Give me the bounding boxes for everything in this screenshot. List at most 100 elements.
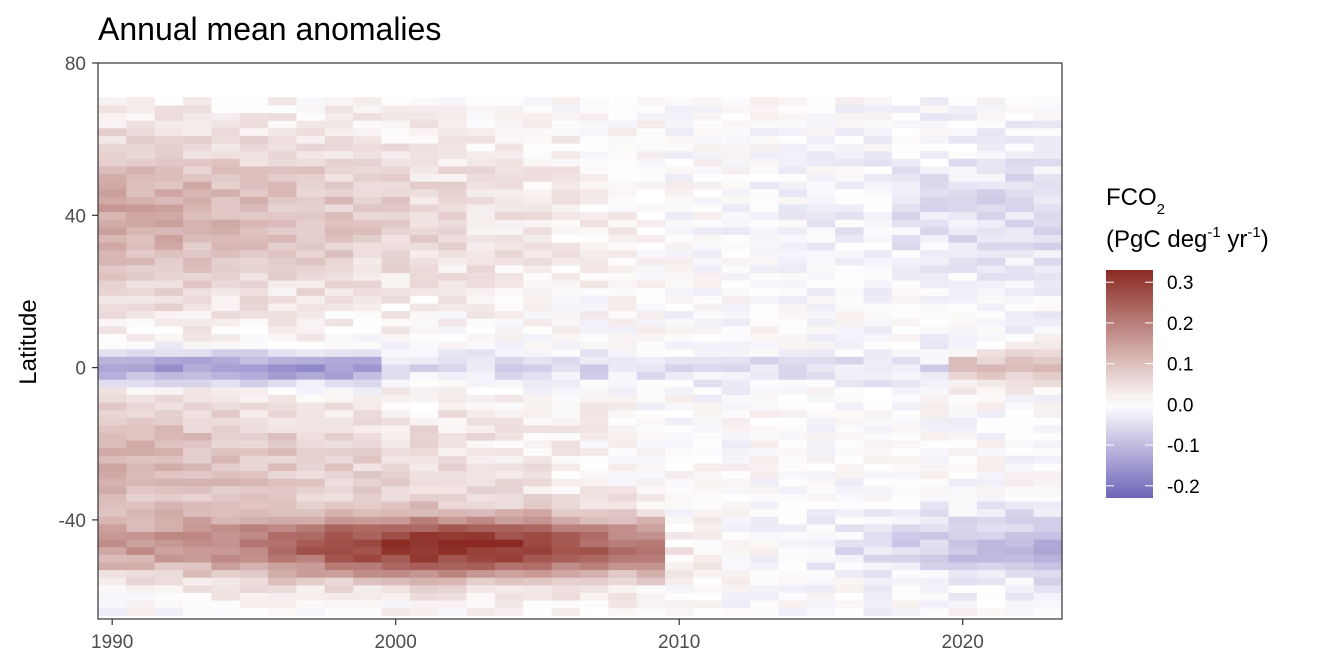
heatmap-cell (466, 569, 496, 578)
heatmap-cell (636, 249, 666, 258)
heatmap-cell (466, 104, 496, 114)
heatmap-cell (948, 394, 978, 403)
heatmap-cell (296, 142, 326, 152)
heatmap-cell (636, 523, 666, 533)
heatmap-cell (806, 592, 836, 601)
heatmap-cell (438, 302, 468, 312)
heatmap-cell (580, 546, 609, 555)
heatmap-cell (523, 287, 553, 296)
heatmap-cell (324, 363, 354, 373)
heatmap-cell (1033, 150, 1063, 159)
heatmap-cell (211, 226, 241, 235)
heatmap-cell (750, 104, 780, 114)
heatmap-cell (154, 424, 184, 433)
heatmap-cell (1033, 440, 1063, 449)
heatmap-cell (296, 577, 326, 586)
heatmap-cell (863, 112, 893, 121)
heatmap-cell (268, 181, 298, 190)
heatmap-cell (665, 508, 695, 517)
heatmap-cell (863, 249, 893, 258)
heatmap-cell (863, 584, 893, 593)
heatmap-cell (976, 341, 1006, 350)
heatmap-cell (891, 561, 921, 571)
heatmap-cell (98, 142, 127, 152)
heatmap-cell (324, 333, 354, 342)
heatmap-cell (98, 356, 127, 365)
plot-panel-border (97, 62, 1063, 620)
heatmap-cell (1005, 287, 1035, 296)
heatmap-cell (353, 333, 383, 342)
heatmap-cell (239, 211, 269, 220)
heatmap-cell (863, 500, 893, 510)
heatmap-cell (1005, 280, 1035, 289)
heatmap-cell (1033, 485, 1063, 494)
heatmap-cell (466, 287, 496, 296)
heatmap-cell (806, 341, 836, 350)
heatmap-cell (296, 188, 326, 197)
heatmap-cell (523, 310, 553, 319)
heatmap-cell (98, 523, 127, 533)
heatmap-cell (1033, 348, 1063, 357)
heatmap-cell (750, 188, 780, 197)
heatmap-cell (98, 554, 127, 563)
heatmap-cell (523, 394, 553, 403)
heatmap-cell (721, 561, 751, 571)
heatmap-cell (183, 386, 213, 395)
heatmap-cell (353, 287, 383, 296)
heatmap-cell (353, 569, 383, 578)
heatmap-cell (948, 493, 978, 502)
heatmap-cell (580, 569, 609, 578)
heatmap-cell (693, 516, 723, 525)
heatmap-cell (268, 447, 298, 456)
heatmap-cell (239, 561, 269, 571)
heatmap-cell (636, 394, 666, 403)
heatmap-cell (920, 447, 950, 456)
heatmap-cell (268, 508, 298, 517)
heatmap-cell (920, 219, 950, 228)
heatmap-cell (154, 203, 184, 213)
heatmap-cell (608, 264, 638, 274)
heatmap-cell (806, 478, 836, 487)
heatmap-cell (466, 493, 496, 502)
heatmap-cell (126, 302, 156, 312)
heatmap-cell (211, 500, 241, 510)
heatmap-cell (324, 188, 354, 197)
heatmap-cell (750, 356, 780, 365)
heatmap-cell (891, 302, 921, 312)
heatmap-cell (126, 318, 156, 327)
heatmap-cell (693, 181, 723, 190)
heatmap-cell (693, 409, 723, 418)
heatmap-cell (580, 462, 609, 472)
heatmap-cell (863, 592, 893, 601)
heatmap-cell (296, 432, 326, 441)
heatmap-cell (608, 363, 638, 373)
heatmap-cell (353, 241, 383, 251)
heatmap-cell (835, 493, 865, 502)
heatmap-cell (636, 325, 666, 334)
heatmap-cell (239, 348, 269, 357)
heatmap-cell (806, 150, 836, 159)
heatmap-cell (750, 196, 780, 205)
heatmap-cell (835, 379, 865, 388)
heatmap-cell (466, 592, 496, 601)
heatmap-cell (806, 310, 836, 319)
heatmap-cell (551, 401, 581, 411)
heatmap-cell (296, 447, 326, 456)
heatmap-cell (721, 257, 751, 266)
heatmap-cell (693, 432, 723, 441)
heatmap-cell (806, 97, 836, 106)
heatmap-cell (523, 409, 553, 418)
heatmap-cell (608, 500, 638, 510)
heatmap-cell (608, 599, 638, 609)
heatmap-cell (636, 455, 666, 464)
heatmap-cell (98, 150, 127, 159)
heatmap-cell (98, 295, 127, 304)
heatmap-cell (523, 478, 553, 487)
heatmap-cell (551, 219, 581, 228)
heatmap-cell (183, 462, 213, 472)
heatmap-cell (636, 584, 666, 593)
heatmap-cell (608, 280, 638, 289)
heatmap-cell (778, 97, 808, 106)
heatmap-cell (835, 165, 865, 175)
heatmap-cell (750, 173, 780, 182)
